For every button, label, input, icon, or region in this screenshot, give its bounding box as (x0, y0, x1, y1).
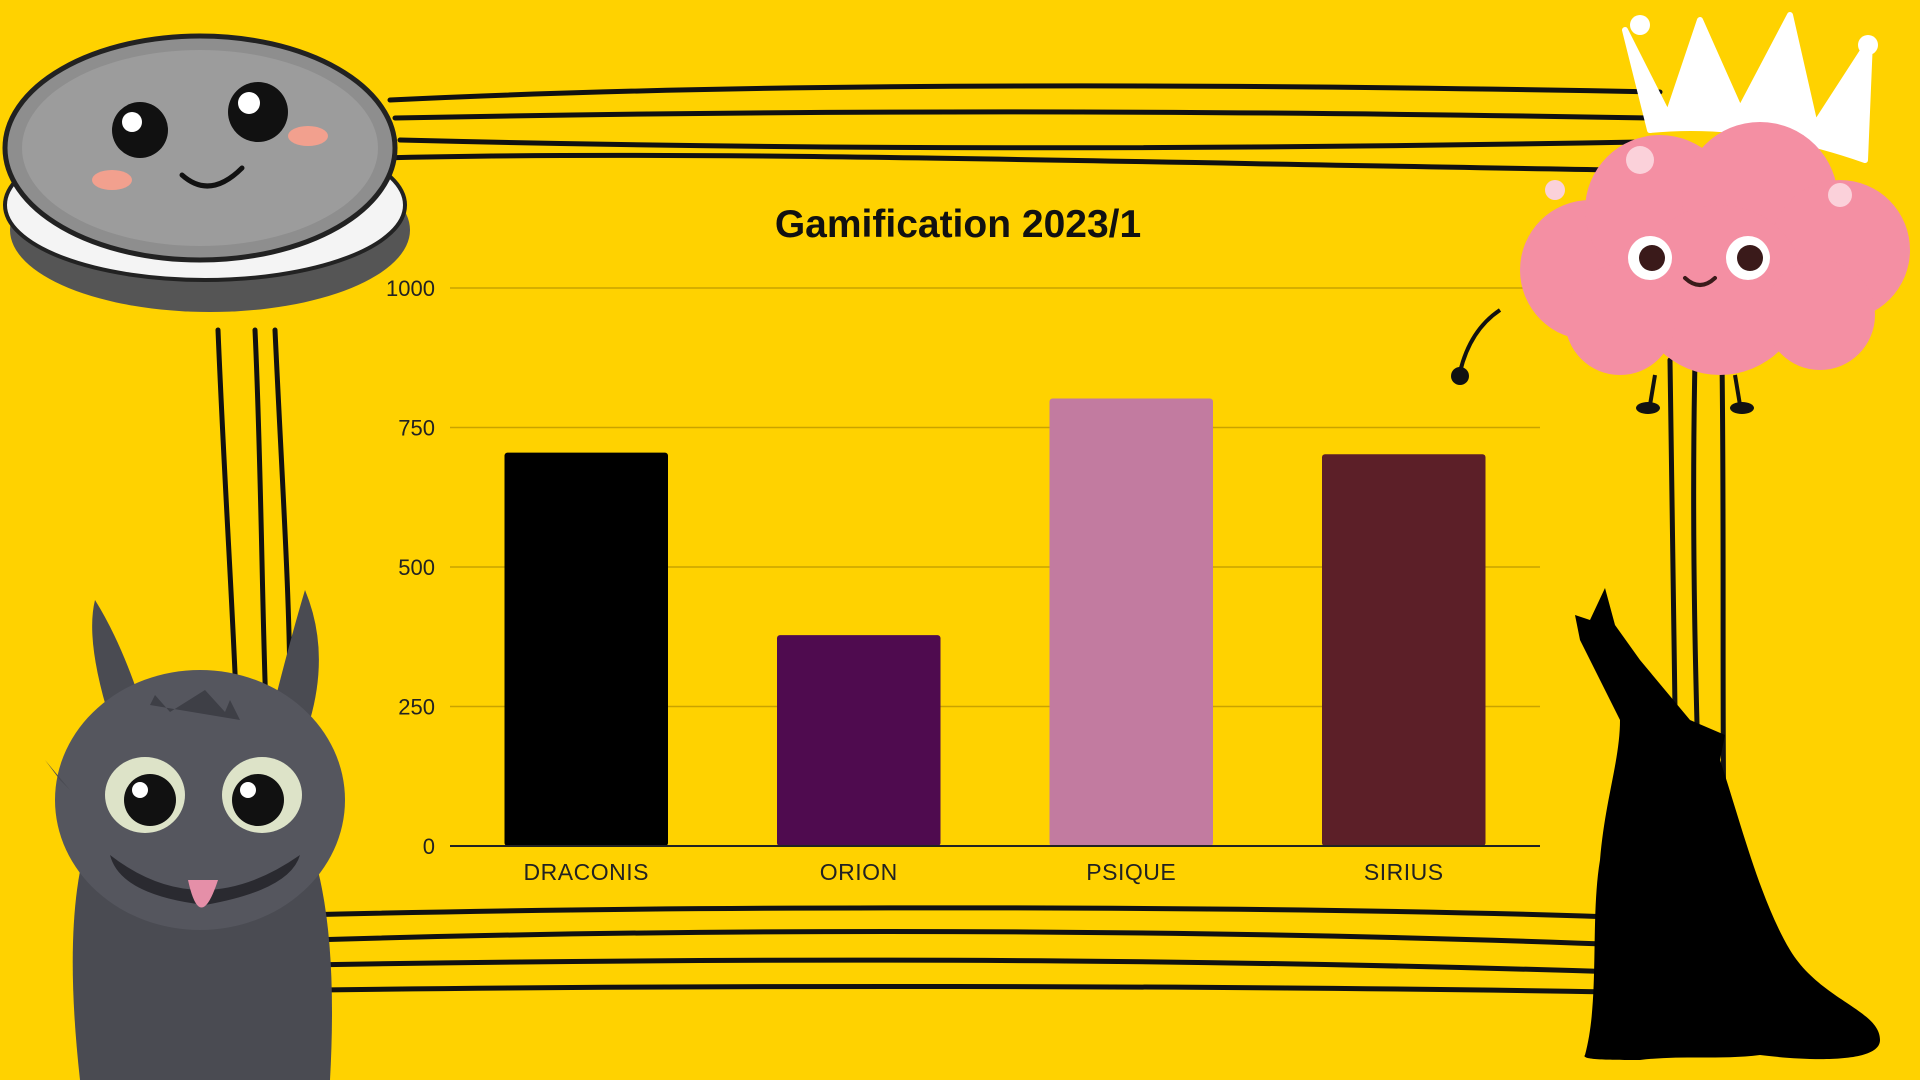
x-tick-label: PSIQUE (1086, 859, 1176, 885)
cookie-character-icon (2, 33, 410, 312)
y-tick-label: 500 (398, 555, 435, 580)
bar-orion (777, 635, 941, 846)
y-axis-tick-labels: 0 250 500 750 1000 (386, 276, 435, 859)
y-tick-label: 0 (423, 834, 435, 859)
dragon-character-icon (45, 590, 345, 1080)
crowned-brain-character-icon (1451, 12, 1910, 414)
x-tick-label: ORION (820, 859, 898, 885)
chart-title: Gamification 2023/1 (775, 203, 1141, 246)
x-axis-tick-labels: DRACONIS ORION PSIQUE SIRIUS (524, 859, 1444, 885)
x-tick-label: DRACONIS (524, 859, 649, 885)
bar-sirius (1322, 454, 1486, 846)
bars (504, 398, 1486, 846)
y-tick-label: 1000 (386, 276, 435, 301)
y-tick-label: 750 (398, 416, 435, 441)
x-tick-label: SIRIUS (1364, 859, 1444, 885)
bar-draconis (504, 452, 668, 846)
bar-psique (1049, 398, 1213, 846)
bar-chart: 0 250 500 750 1000 DRACONIS ORION PSIQUE SIRIUS… (386, 203, 1540, 885)
howling-wolf-silhouette-icon (1575, 588, 1880, 1060)
y-tick-label: 250 (398, 695, 435, 720)
